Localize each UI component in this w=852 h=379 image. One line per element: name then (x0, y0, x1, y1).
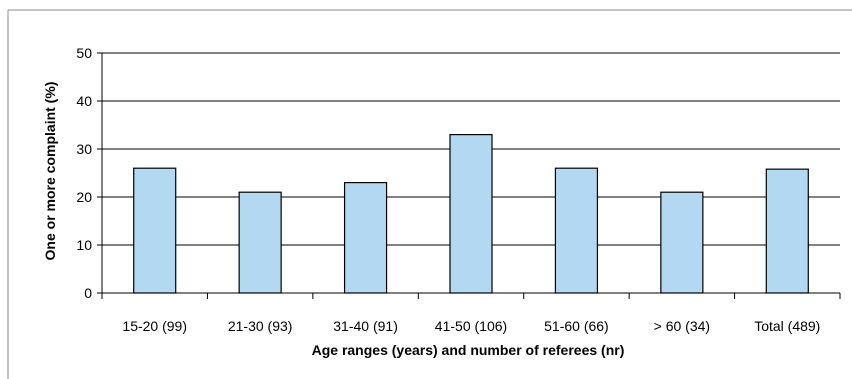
x-tick-label-6: Total (489) (754, 318, 820, 334)
x-tick-label-4: 51-60 (66) (544, 318, 609, 334)
y-tick-label-50: 50 (76, 45, 92, 61)
bar-0 (133, 167, 177, 294)
x-tick-label-0: 15-20 (99) (122, 318, 187, 334)
x-tick-labels: 15-20 (99) 21-30 (93) 31-40 (91) 41-50 (106… (122, 318, 820, 334)
bar-4 (554, 167, 599, 294)
y-axis-title: One or more complaint (%) (42, 82, 58, 261)
x-tick-label-2: 31-40 (91) (333, 318, 398, 334)
y-tick-label-30: 30 (76, 141, 92, 157)
bar-6 (765, 168, 809, 294)
bars (133, 134, 809, 294)
bar-2 (343, 182, 388, 294)
bar-5 (660, 191, 704, 294)
y-tick-label-40: 40 (76, 93, 92, 109)
y-tick-label-20: 20 (76, 189, 92, 205)
y-tick-label-0: 0 (84, 285, 92, 301)
x-tick-label-1: 21-30 (93) (228, 318, 293, 334)
bar-3 (449, 134, 493, 294)
axes (97, 52, 841, 299)
x-axis-title: Age ranges (years) and number of referee… (312, 342, 625, 358)
x-tick-label-3: 41-50 (106) (435, 318, 507, 334)
y-tick-labels: 0 10 20 30 40 50 (76, 45, 92, 301)
y-tick-label-10: 10 (76, 237, 92, 253)
x-tick-label-5: > 60 (34) (654, 318, 710, 334)
bar-1 (238, 191, 282, 294)
